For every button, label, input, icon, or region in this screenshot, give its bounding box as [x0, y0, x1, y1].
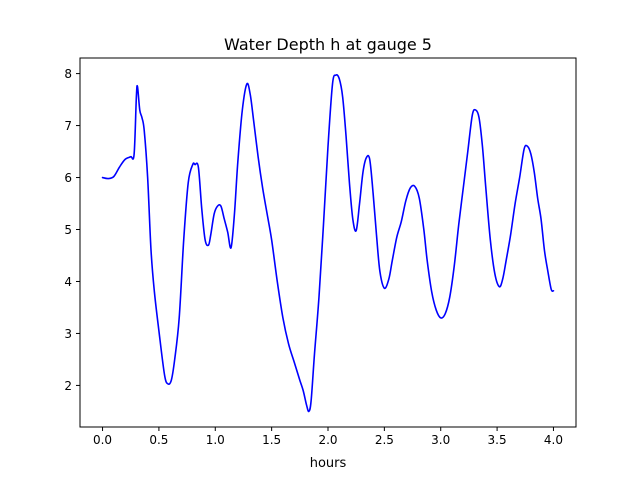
chart-title: Water Depth h at gauge 5: [224, 35, 432, 54]
y-axis-ticks: 2 3 4 5 6 7 8: [64, 67, 80, 393]
x-tick-label: 3.5: [488, 433, 507, 447]
x-tick-label: 3.0: [431, 433, 450, 447]
x-tick-label: 2.5: [375, 433, 394, 447]
plot-area-layer: [101, 74, 555, 413]
x-tick-label: 0.5: [149, 433, 168, 447]
x-tick-label: 1.5: [262, 433, 281, 447]
y-tick-label: 2: [64, 379, 72, 393]
x-tick-label: 4.0: [544, 433, 563, 447]
x-axis-ticks: 0.0 0.5 1.0 1.5 2.0 2.5 3.0 3.5 4.0: [93, 427, 563, 447]
x-axis-label: hours: [310, 456, 347, 471]
x-tick-label: 1.0: [206, 433, 225, 447]
y-tick-label: 5: [64, 223, 72, 237]
x-tick-label: 0.0: [93, 433, 112, 447]
y-tick-label: 7: [64, 119, 72, 133]
x-tick-label: 2.0: [318, 433, 337, 447]
y-tick-label: 6: [64, 171, 72, 185]
axes-frame: [79, 57, 577, 428]
y-tick-label: 3: [64, 327, 72, 341]
y-tick-label: 4: [64, 275, 72, 289]
series-line-0: [101, 74, 555, 413]
y-tick-label: 8: [64, 67, 72, 81]
